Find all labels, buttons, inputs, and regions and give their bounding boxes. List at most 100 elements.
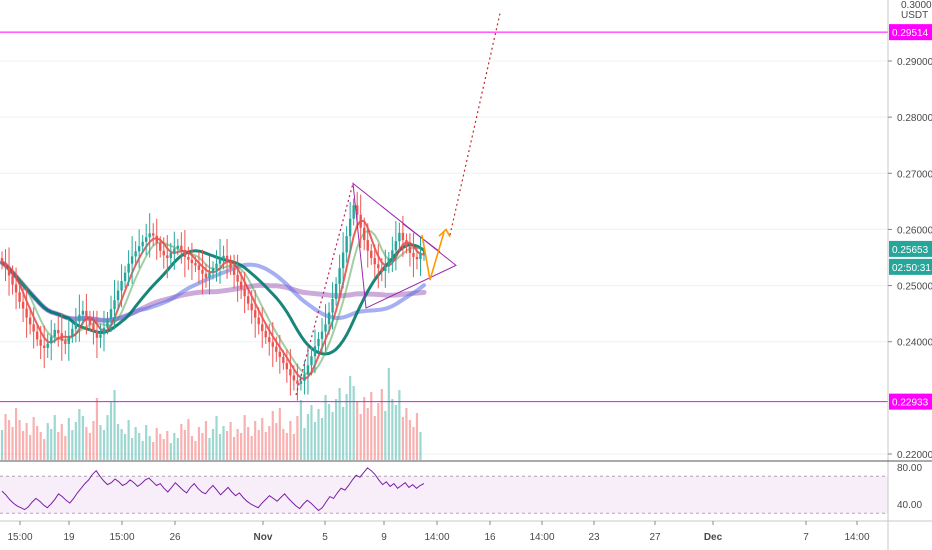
candle-body [222, 255, 225, 260]
volume-bar [74, 422, 77, 460]
candle-body [88, 317, 92, 325]
volume-bar [159, 434, 162, 460]
volume-bar [120, 429, 123, 460]
volume-bar [162, 439, 165, 460]
candle-body [380, 268, 383, 271]
candle-body [236, 274, 239, 282]
time-tick-label: 5 [322, 532, 328, 543]
candle-body [338, 268, 341, 284]
candle-body [204, 273, 208, 278]
candle-body [71, 328, 74, 337]
candle-body [92, 324, 95, 332]
volume-bar [275, 423, 278, 460]
volume-bar [398, 390, 401, 460]
candle-body [363, 227, 366, 241]
candle-body [324, 324, 327, 332]
ma-line-teal [0, 243, 426, 356]
time-tick-label: 7 [803, 532, 809, 543]
time-tick-label: 19 [63, 532, 75, 543]
rsi-band [0, 476, 888, 514]
volume-bar [261, 418, 264, 460]
volume-bar [320, 418, 324, 460]
candle-body [208, 272, 211, 278]
volume-bar [310, 405, 313, 460]
volume-bars [0, 368, 422, 460]
candle-body [268, 337, 271, 343]
candles [0, 191, 426, 401]
volume-bar [127, 420, 130, 460]
candle-body [292, 375, 296, 381]
price-tick-label: 0.24000 [897, 338, 932, 349]
volume-bar [166, 431, 169, 460]
volume-bar [254, 421, 257, 460]
candle-body [306, 365, 310, 375]
candle-body [85, 310, 88, 318]
candle-body [366, 240, 369, 251]
volume-bar [271, 411, 274, 460]
chart-background [0, 0, 888, 550]
volume-bar [370, 392, 373, 460]
time-tick-label: 14:00 [424, 532, 449, 543]
candle-body [275, 346, 278, 352]
volume-bar [377, 403, 380, 460]
candle-body [39, 339, 42, 346]
candle-body [7, 267, 11, 276]
candle-body [401, 232, 405, 241]
volume-bar [60, 424, 63, 460]
candle-body [190, 259, 194, 264]
volume-bar [43, 439, 46, 460]
price-label-box [889, 393, 932, 410]
volume-bar [387, 368, 390, 460]
projection-arrow [421, 232, 445, 281]
candle-body [289, 369, 292, 376]
candle-body [99, 334, 102, 338]
volume-bar [64, 436, 67, 460]
volume-bar [303, 428, 306, 460]
candle-body [116, 290, 120, 301]
candle-body [155, 235, 158, 243]
price-label-text: 0.29514 [892, 28, 929, 39]
volume-bar [148, 436, 151, 460]
candle-body [176, 245, 180, 249]
price-tick-label: 0.26000 [897, 225, 932, 236]
volume-bar [278, 408, 281, 460]
candle-body [345, 236, 348, 253]
candle-body [232, 268, 236, 275]
volume-bar [380, 389, 383, 460]
rsi-tick-label: 40.00 [897, 500, 922, 511]
candle-body [327, 312, 331, 325]
time-tick-label: 9 [381, 532, 387, 543]
price-label-text: 02:50:31 [892, 263, 931, 274]
candle-body [127, 263, 130, 273]
volume-bar [331, 412, 334, 460]
volume-bar [349, 376, 352, 460]
candle-body [359, 214, 362, 228]
candle-body [120, 281, 123, 291]
volume-bar [412, 427, 415, 460]
volume-bar [352, 386, 355, 460]
volume-bar [240, 433, 243, 460]
candle-body [60, 333, 63, 341]
candle-body [102, 327, 106, 335]
volume-bar [208, 438, 211, 460]
volume-bar [71, 430, 74, 460]
volume-bar [131, 438, 134, 460]
volume-bar [247, 427, 250, 460]
candle-body [169, 253, 172, 259]
volume-bar [50, 429, 53, 460]
volume-bar [109, 402, 113, 460]
candle-body [264, 331, 267, 338]
candle-body [271, 342, 274, 347]
rsi-line [1, 467, 425, 512]
volume-bar [356, 402, 359, 460]
volume-bar [46, 423, 49, 460]
candle-body [331, 299, 334, 313]
candle-body [394, 241, 398, 251]
volume-bar [268, 426, 271, 460]
volume-bar [204, 421, 208, 460]
candle-body [215, 263, 218, 269]
volume-bar [233, 437, 236, 460]
candle-body [218, 259, 222, 264]
